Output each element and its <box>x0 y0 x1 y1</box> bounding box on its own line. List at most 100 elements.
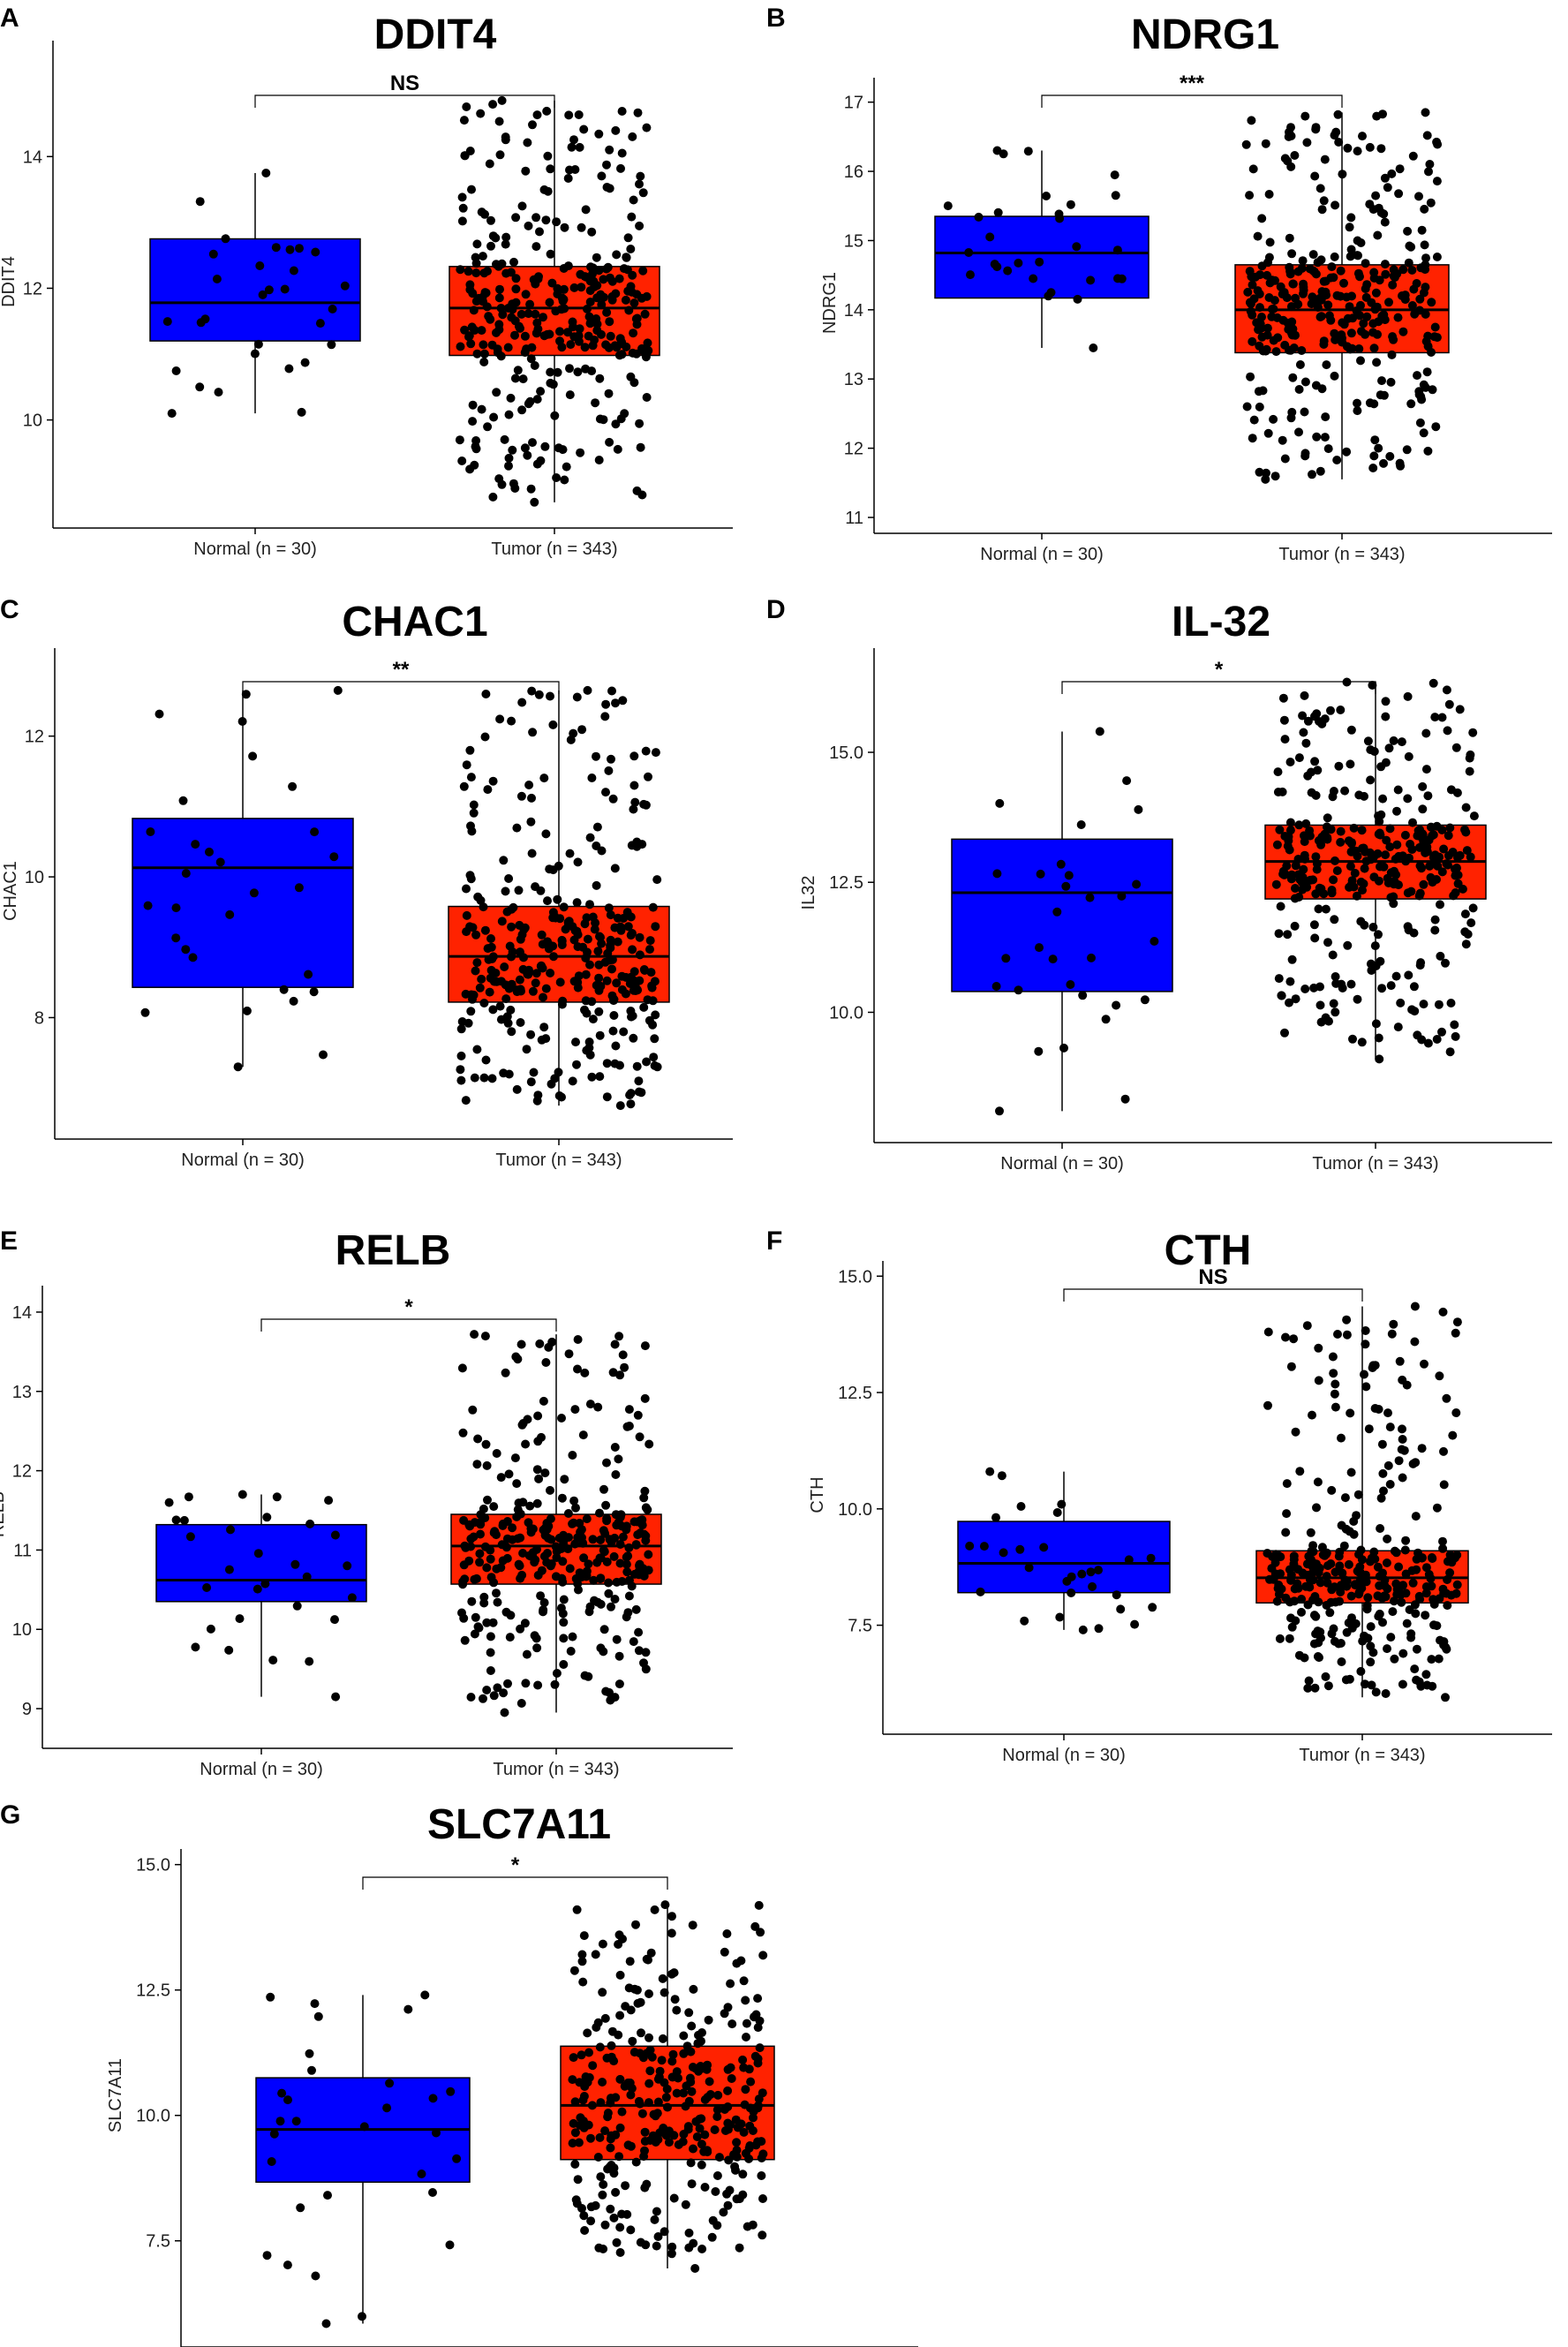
data-point <box>592 880 601 890</box>
data-point <box>669 2193 679 2203</box>
data-point <box>1373 1591 1383 1601</box>
x-tick-label: Normal (n = 30) <box>980 545 1104 564</box>
data-point <box>1442 1393 1451 1403</box>
data-point <box>486 215 495 225</box>
data-point <box>642 291 652 301</box>
data-point <box>628 1011 637 1021</box>
data-point <box>496 1473 506 1483</box>
data-point <box>1342 677 1352 687</box>
data-point <box>636 442 645 452</box>
data-point <box>643 348 652 358</box>
data-point <box>610 1340 620 1349</box>
data-point <box>1308 1559 1317 1569</box>
data-point <box>181 945 191 955</box>
data-point <box>1257 332 1267 342</box>
data-point <box>164 1498 174 1507</box>
data-point <box>516 1624 525 1634</box>
data-point <box>1378 109 1387 119</box>
data-point <box>1373 329 1382 339</box>
data-point <box>487 955 497 963</box>
data-point <box>648 902 658 912</box>
data-point <box>631 349 641 358</box>
data-point <box>594 456 604 464</box>
data-point <box>1134 804 1143 814</box>
data-point <box>1426 1573 1436 1583</box>
data-point <box>385 2079 395 2088</box>
data-point <box>1336 706 1346 714</box>
data-point <box>1361 1577 1371 1587</box>
data-point <box>501 1368 510 1377</box>
data-point <box>584 1607 594 1617</box>
data-point <box>466 874 476 884</box>
data-point <box>501 132 510 142</box>
data-point <box>1381 269 1391 279</box>
data-point <box>167 409 177 419</box>
data-point <box>603 948 613 958</box>
data-point <box>1445 1047 1455 1057</box>
data-point <box>1282 293 1292 303</box>
data-point <box>578 942 588 952</box>
data-point <box>485 159 494 169</box>
data-point <box>432 2128 441 2138</box>
data-point <box>473 1434 483 1444</box>
data-point <box>478 252 487 261</box>
data-point <box>1452 1317 1462 1327</box>
panel-letter: A <box>0 4 19 33</box>
data-point <box>592 751 600 761</box>
data-point <box>1291 1616 1300 1626</box>
data-point <box>1272 313 1282 322</box>
data-point <box>1110 170 1119 180</box>
box-normal <box>149 169 361 419</box>
data-point <box>1353 1490 1363 1499</box>
data-point <box>1460 825 1469 834</box>
data-point <box>618 1532 628 1542</box>
data-point <box>604 1578 614 1588</box>
data-point <box>629 328 638 338</box>
data-point <box>574 1585 583 1595</box>
data-point <box>493 1597 502 1607</box>
data-point <box>1310 1592 1320 1601</box>
data-point <box>1312 1503 1321 1513</box>
data-point <box>1275 825 1285 834</box>
data-point <box>495 1001 505 1011</box>
data-point <box>682 2041 692 2051</box>
data-point <box>470 1330 479 1340</box>
data-point <box>1272 1596 1282 1606</box>
x-tick-label: Tumor (n = 343) <box>493 1760 619 1779</box>
panel-letter: E <box>0 1226 18 1256</box>
data-point <box>719 2207 728 2217</box>
data-point <box>612 1521 622 1530</box>
data-point <box>1386 868 1396 878</box>
data-point <box>615 2074 625 2084</box>
data-point <box>1290 151 1300 160</box>
data-point <box>528 120 537 130</box>
data-point <box>658 1973 667 1983</box>
data-point <box>1460 927 1470 937</box>
data-point <box>1368 319 1378 328</box>
data-point <box>581 205 591 215</box>
data-point <box>738 2170 748 2179</box>
data-point <box>549 952 558 962</box>
data-point <box>1307 788 1316 797</box>
data-point <box>1380 1581 1390 1590</box>
data-point <box>461 1543 471 1552</box>
data-point <box>1376 830 1385 840</box>
data-point <box>1272 840 1282 849</box>
data-point <box>1439 844 1449 854</box>
data-point <box>507 922 516 932</box>
data-point <box>1431 422 1441 432</box>
data-point <box>512 823 522 833</box>
data-point <box>1417 225 1427 235</box>
data-point <box>460 1635 470 1645</box>
data-point <box>1430 713 1440 722</box>
data-point <box>710 2125 720 2134</box>
data-point <box>1387 169 1397 178</box>
data-point <box>483 785 493 795</box>
data-point <box>1317 287 1327 297</box>
data-point <box>601 788 610 797</box>
x-tick-label: Normal (n = 30) <box>193 540 317 559</box>
data-point <box>590 924 599 934</box>
data-point <box>572 898 582 908</box>
data-point <box>1342 1581 1352 1591</box>
data-point <box>999 1548 1008 1558</box>
